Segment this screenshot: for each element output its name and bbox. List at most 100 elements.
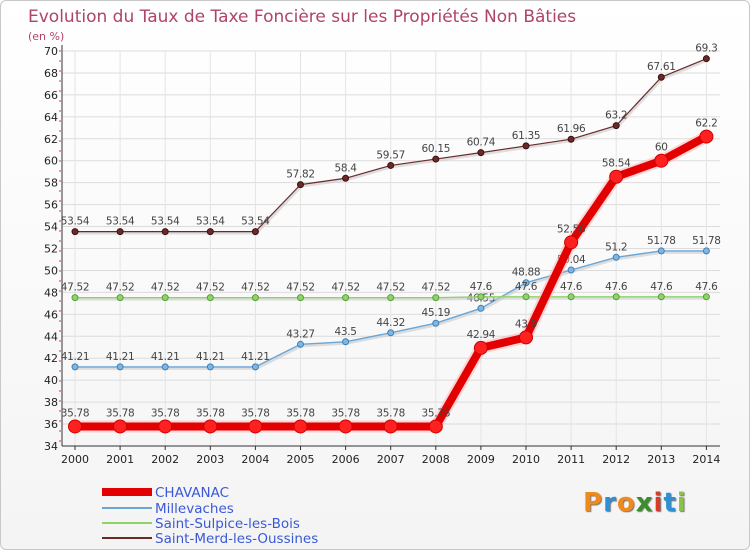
data-label: 35.78 bbox=[422, 407, 451, 419]
proxiti-logo: Proxiti bbox=[583, 488, 687, 518]
data-point bbox=[567, 135, 575, 143]
logo-letter: x bbox=[635, 488, 654, 518]
y-tick-label: 52 bbox=[44, 243, 58, 256]
y-tick-label: 60 bbox=[44, 155, 58, 168]
data-point bbox=[113, 419, 128, 434]
data-label: 47.52 bbox=[286, 282, 315, 294]
data-point bbox=[387, 294, 395, 302]
logo-letter: i bbox=[676, 488, 687, 518]
y-tick-label: 66 bbox=[44, 89, 58, 102]
data-point bbox=[383, 419, 398, 434]
y-tick-label: 50 bbox=[44, 264, 58, 277]
data-label: 47.6 bbox=[470, 281, 493, 293]
data-label: 53.54 bbox=[61, 216, 90, 228]
logo-letter: t bbox=[663, 488, 677, 518]
data-point bbox=[428, 419, 443, 434]
data-point bbox=[387, 161, 395, 169]
data-label: 47.52 bbox=[376, 282, 405, 294]
x-tick-label: 2001 bbox=[106, 453, 134, 466]
data-label: 67.61 bbox=[647, 61, 676, 73]
x-tick-label: 2010 bbox=[512, 453, 540, 466]
data-point bbox=[657, 247, 665, 255]
data-label: 45.19 bbox=[422, 307, 451, 319]
logo-letter: o bbox=[616, 488, 636, 518]
data-point bbox=[612, 122, 620, 130]
data-point bbox=[206, 363, 214, 371]
data-point bbox=[432, 319, 440, 327]
data-label: 69.3 bbox=[695, 43, 717, 55]
x-tick-label: 2002 bbox=[151, 453, 179, 466]
data-point bbox=[473, 340, 488, 355]
x-tick-label: 2005 bbox=[287, 453, 315, 466]
x-tick-label: 2011 bbox=[557, 453, 585, 466]
data-point bbox=[702, 293, 710, 301]
data-point bbox=[161, 363, 169, 371]
x-tick-label: 2014 bbox=[692, 453, 720, 466]
data-point bbox=[432, 155, 440, 163]
data-label: 35.78 bbox=[241, 407, 270, 419]
data-label: 52.56 bbox=[557, 223, 586, 235]
data-label: 47.52 bbox=[422, 282, 451, 294]
data-point bbox=[297, 181, 304, 189]
data-label: 60.74 bbox=[467, 137, 496, 149]
legend: CHAVANACMillevachesSaint-Sulpice-les-Boi… bbox=[102, 485, 318, 547]
y-tick-label: 68 bbox=[44, 67, 58, 80]
series-layer: 41.21 41.21 41.21 41.21 41.21 43.27 43.5 44.32 4… bbox=[61, 43, 721, 434]
data-label: 60 bbox=[655, 142, 668, 154]
data-point bbox=[161, 228, 169, 236]
y-tick-label: 46 bbox=[44, 308, 58, 321]
x-tick-label: 2009 bbox=[467, 453, 495, 466]
data-point bbox=[338, 419, 353, 434]
data-point bbox=[342, 338, 350, 346]
logo-letter: P bbox=[583, 488, 604, 518]
data-point bbox=[116, 363, 124, 371]
data-label: 48.88 bbox=[512, 267, 541, 279]
y-tick-label: 38 bbox=[44, 396, 58, 409]
data-point bbox=[609, 169, 624, 184]
data-point bbox=[654, 153, 669, 168]
y-tick-label: 56 bbox=[44, 199, 58, 212]
data-label: 47.52 bbox=[151, 282, 180, 294]
data-point bbox=[477, 149, 485, 157]
data-label: 43.9 bbox=[515, 318, 537, 330]
y-tick-label: 42 bbox=[44, 352, 58, 365]
data-point bbox=[116, 294, 124, 302]
data-point bbox=[477, 304, 485, 312]
data-label: 53.54 bbox=[106, 216, 135, 228]
y-axis-unit: (en %) bbox=[28, 30, 64, 43]
data-point bbox=[251, 294, 259, 302]
y-tick-label: 54 bbox=[44, 221, 58, 234]
data-label: 42.94 bbox=[467, 329, 496, 341]
data-point bbox=[657, 293, 665, 301]
data-label: 57.82 bbox=[286, 169, 315, 181]
data-label: 53.54 bbox=[151, 216, 180, 228]
logo-letter: r bbox=[603, 488, 617, 518]
y-tick-label: 70 bbox=[44, 45, 58, 58]
data-label: 41.21 bbox=[106, 351, 135, 363]
data-point bbox=[71, 363, 79, 371]
data-point bbox=[116, 228, 124, 236]
data-label: 47.52 bbox=[196, 282, 225, 294]
data-point bbox=[522, 293, 530, 301]
legend-label: Saint-Merd-les-Oussines bbox=[155, 531, 318, 547]
chart-title: Evolution du Taux de Taxe Foncière sur l… bbox=[28, 7, 576, 27]
data-label: 51.78 bbox=[692, 235, 721, 247]
data-label: 51.2 bbox=[605, 241, 627, 253]
data-label: 43.5 bbox=[335, 326, 357, 338]
data-label: 51.78 bbox=[647, 235, 676, 247]
data-point bbox=[702, 247, 710, 255]
y-tick-label: 40 bbox=[44, 374, 58, 387]
data-label: 47.52 bbox=[241, 282, 270, 294]
data-label: 35.78 bbox=[151, 407, 180, 419]
data-point bbox=[387, 329, 395, 337]
data-point bbox=[293, 419, 308, 434]
data-label: 47.52 bbox=[61, 282, 90, 294]
data-label: 47.52 bbox=[106, 282, 135, 294]
data-point bbox=[71, 228, 79, 236]
data-point bbox=[161, 294, 169, 302]
x-tick-label: 2003 bbox=[196, 453, 224, 466]
data-point bbox=[297, 340, 304, 348]
y-tick-label: 44 bbox=[44, 330, 58, 343]
